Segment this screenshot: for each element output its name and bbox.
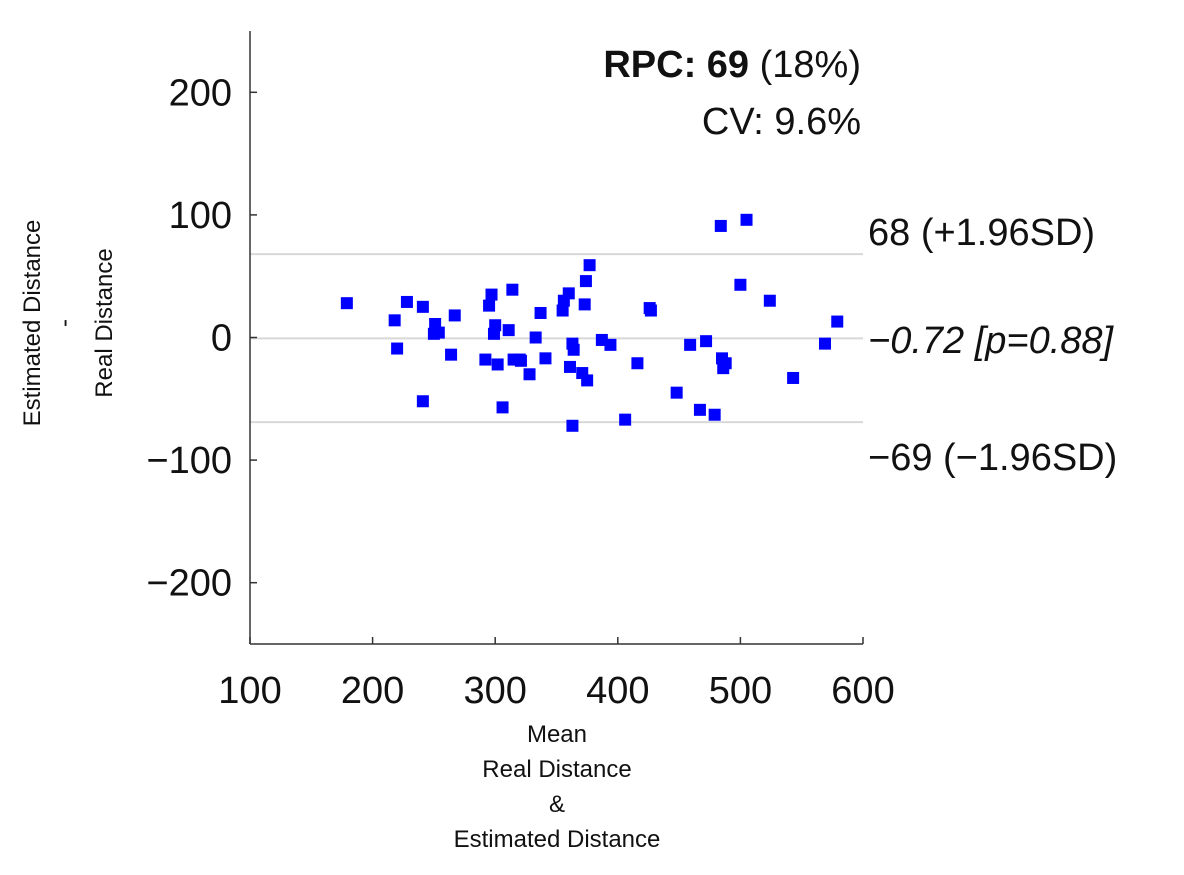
- rpc-value: RPC: 69: [603, 44, 749, 86]
- data-point-25: [534, 306, 547, 319]
- data-point-48: [700, 335, 713, 348]
- data-point-58: [818, 337, 831, 350]
- reference-lines: [250, 253, 863, 424]
- data-point-56: [763, 294, 776, 307]
- y-axis-label: Estimated Distance - Real Distance: [19, 220, 118, 427]
- reference-label-1: −0.72 [p=0.88]: [868, 320, 1115, 362]
- data-point-26: [539, 352, 552, 365]
- data-point-24: [529, 331, 542, 344]
- data-point-31: [566, 419, 579, 432]
- reference-line-labels: 68 (+1.96SD) −0.72 [p=0.88] −69 (−1.96SD): [868, 212, 1117, 479]
- x-tick-label-4: 500: [709, 670, 772, 712]
- data-point-33: [567, 343, 580, 356]
- data-point-5: [416, 395, 429, 408]
- data-point-29: [562, 287, 575, 300]
- data-point-38: [583, 259, 596, 272]
- data-point-9: [445, 348, 458, 361]
- x-tick-label-2: 300: [463, 670, 526, 712]
- data-point-30: [563, 360, 576, 373]
- y-axis-label-line-0: Estimated Distance: [19, 220, 46, 427]
- data-point-54: [734, 278, 747, 291]
- x-axis-label: Mean Real Distance & Estimated Distance: [454, 721, 661, 853]
- data-point-1: [388, 314, 401, 327]
- data-point-23: [523, 368, 536, 381]
- data-point-2: [391, 342, 404, 355]
- data-point-12: [483, 299, 496, 312]
- data-point-20: [507, 353, 520, 366]
- reference-label-0: 68 (+1.96SD): [868, 212, 1095, 254]
- y-tick-label-4: −200: [146, 563, 232, 605]
- data-point-16: [491, 358, 504, 371]
- data-point-35: [578, 298, 591, 311]
- data-point-8: [432, 326, 445, 339]
- data-point-36: [579, 275, 592, 288]
- data-point-59: [831, 315, 844, 328]
- data-point-46: [684, 338, 697, 351]
- x-tick-label-1: 200: [341, 670, 404, 712]
- data-point-44: [644, 304, 657, 317]
- x-tick-label-5: 600: [831, 670, 894, 712]
- data-point-40: [604, 338, 617, 351]
- reference-label-2: −69 (−1.96SD): [868, 437, 1117, 479]
- x-tick-label-0: 100: [218, 670, 281, 712]
- data-point-10: [448, 309, 461, 322]
- data-points: [340, 213, 844, 432]
- data-point-41: [619, 413, 632, 426]
- data-point-53: [719, 357, 732, 370]
- x-axis-ticks: 100 200 300 400 500 600: [218, 637, 895, 712]
- data-point-11: [479, 353, 492, 366]
- data-point-37: [581, 374, 594, 387]
- y-tick-label-3: −100: [146, 440, 232, 482]
- data-point-27: [556, 304, 569, 317]
- data-point-0: [340, 297, 353, 310]
- data-point-3: [400, 295, 413, 308]
- y-axis-label-line-2: Real Distance: [91, 248, 118, 397]
- rpc-percent: (18%): [749, 44, 861, 86]
- data-point-18: [502, 324, 515, 337]
- data-point-22: [514, 354, 527, 367]
- x-axis-label-line-2: &: [549, 791, 565, 818]
- data-point-50: [714, 219, 727, 232]
- x-axis-label-line-0: Mean: [527, 721, 587, 748]
- data-point-49: [708, 408, 721, 421]
- data-point-57: [787, 371, 800, 384]
- rpc-annotation: RPC: 69 (18%): [603, 44, 861, 86]
- y-tick-label-0: 200: [169, 72, 232, 114]
- y-axis-label-line-1: -: [51, 319, 78, 327]
- cv-annotation: CV: 9.6%: [702, 101, 861, 143]
- y-tick-label-2: 0: [211, 318, 232, 360]
- data-point-17: [496, 401, 509, 414]
- y-tick-label-1: 100: [169, 195, 232, 237]
- data-point-13: [485, 288, 498, 301]
- data-point-42: [631, 357, 644, 370]
- data-point-4: [416, 300, 429, 313]
- data-point-47: [693, 403, 706, 416]
- x-axis-label-line-1: Real Distance: [482, 756, 631, 783]
- data-point-19: [506, 283, 519, 296]
- data-point-45: [670, 386, 683, 399]
- x-axis-label-line-3: Estimated Distance: [454, 826, 661, 853]
- x-tick-label-3: 400: [586, 670, 649, 712]
- data-point-15: [489, 319, 502, 332]
- y-axis-ticks: 200 100 0 −100 −200: [146, 72, 257, 605]
- data-point-55: [740, 213, 753, 226]
